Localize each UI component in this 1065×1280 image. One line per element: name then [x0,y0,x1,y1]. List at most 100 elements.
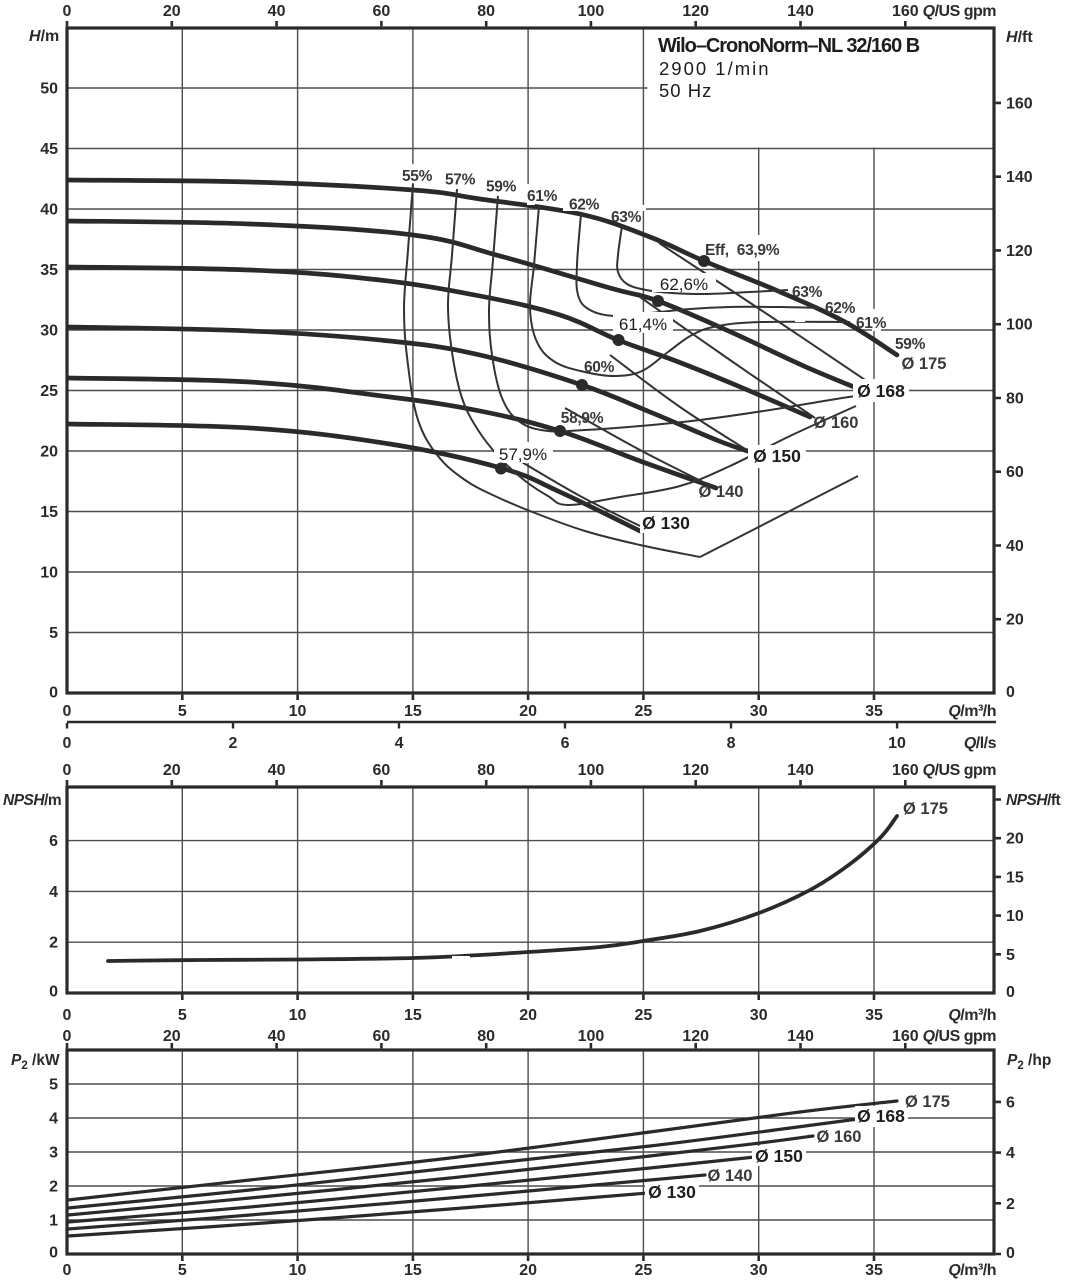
svg-text:45: 45 [40,141,58,158]
svg-text:40: 40 [40,202,58,219]
svg-text:50: 50 [40,81,58,98]
svg-text:Q/m³/h: Q/m³/h [948,703,996,720]
svg-text:15: 15 [404,703,422,720]
svg-text:100: 100 [1006,317,1033,334]
svg-text:20: 20 [163,762,181,779]
svg-text:NPSH/ft: NPSH/ft [1006,792,1061,809]
svg-text:4: 4 [49,1111,58,1128]
svg-text:20: 20 [519,1007,537,1024]
svg-text:0: 0 [49,984,58,1001]
svg-text:Ø 168: Ø 168 [857,1106,905,1126]
svg-text:25: 25 [635,1007,653,1024]
svg-text:0: 0 [49,685,58,702]
svg-text:35: 35 [865,1007,883,1024]
svg-text:H/ft: H/ft [1006,29,1033,46]
svg-text:Ø 168: Ø 168 [857,381,905,401]
svg-text:120: 120 [1006,243,1033,260]
svg-text:15: 15 [404,1007,422,1024]
svg-text:Eff, 63,9%: Eff, 63,9% [705,242,780,259]
svg-text:5: 5 [178,1262,187,1279]
svg-text:59%: 59% [895,336,926,353]
svg-text:10: 10 [1006,908,1024,925]
svg-text:H/m: H/m [29,28,59,45]
svg-text:140: 140 [1006,169,1033,186]
svg-text:15: 15 [404,1262,422,1279]
svg-text:59%: 59% [486,179,517,196]
svg-text:Ø 140: Ø 140 [708,1167,753,1185]
svg-text:10: 10 [289,1262,307,1279]
svg-text:20: 20 [40,444,58,461]
svg-text:35: 35 [865,703,883,720]
svg-text:50 Hz: 50 Hz [659,80,712,101]
svg-text:0: 0 [1006,684,1015,701]
svg-text:10: 10 [888,735,906,752]
svg-text:35: 35 [865,1262,883,1279]
svg-text:100: 100 [578,1028,605,1045]
svg-text:15: 15 [40,504,58,521]
svg-text:30: 30 [750,703,768,720]
svg-text:0: 0 [1006,984,1015,1001]
svg-text:140: 140 [787,1028,814,1045]
svg-text:160: 160 [892,762,919,779]
svg-text:20: 20 [1006,831,1024,848]
svg-text:0: 0 [63,3,72,20]
svg-text:25: 25 [40,383,58,400]
svg-text:30: 30 [750,1262,768,1279]
svg-text:20: 20 [163,1028,181,1045]
svg-text:40: 40 [268,762,286,779]
svg-text:25: 25 [635,1262,653,1279]
svg-text:61%: 61% [856,315,887,332]
svg-text:15: 15 [1006,869,1024,886]
svg-text:25: 25 [635,703,653,720]
svg-text:2: 2 [49,935,58,952]
svg-text:62%: 62% [825,300,856,317]
svg-text:40: 40 [268,3,286,20]
svg-text:160: 160 [892,1028,919,1045]
svg-text:2: 2 [229,735,238,752]
svg-text:Ø 150: Ø 150 [753,446,801,466]
svg-text:0: 0 [49,1245,58,1262]
svg-text:60: 60 [372,1028,390,1045]
svg-text:62%: 62% [569,197,600,214]
svg-text:Ø 130: Ø 130 [648,1182,696,1202]
svg-text:5: 5 [178,1007,187,1024]
svg-text:80: 80 [477,1028,495,1045]
svg-text:140: 140 [787,762,814,779]
svg-text:160: 160 [892,3,919,20]
svg-text:Ø 140: Ø 140 [699,483,744,501]
svg-text:40: 40 [268,1028,286,1045]
svg-text:61%: 61% [527,188,558,205]
svg-text:5: 5 [49,625,58,642]
svg-text:0: 0 [63,762,72,779]
svg-text:6: 6 [1006,1094,1015,1111]
svg-text:80: 80 [477,3,495,20]
svg-text:1: 1 [49,1213,58,1230]
svg-text:60: 60 [372,762,390,779]
svg-text:Ø 160: Ø 160 [814,414,859,432]
svg-text:Ø 130: Ø 130 [642,513,690,533]
svg-text:20: 20 [519,703,537,720]
svg-text:6: 6 [561,735,570,752]
svg-text:10: 10 [289,1007,307,1024]
svg-text:57%: 57% [445,172,476,189]
svg-text:5: 5 [178,703,187,720]
svg-text:6: 6 [49,833,58,850]
svg-text:140: 140 [787,3,814,20]
svg-text:62,6%: 62,6% [660,275,708,294]
svg-text:20: 20 [519,1262,537,1279]
svg-text:0: 0 [63,1028,72,1045]
svg-text:30: 30 [40,323,58,340]
svg-text:160: 160 [1006,95,1033,112]
svg-text:57,9%: 57,9% [499,445,547,464]
svg-text:30: 30 [750,1007,768,1024]
svg-text:Wilo–CronoNorm–NL 32/160 B: Wilo–CronoNorm–NL 32/160 B [658,35,920,57]
svg-text:Q/m³/h: Q/m³/h [948,1007,996,1024]
svg-text:120: 120 [682,1028,709,1045]
svg-text:55%: 55% [402,168,433,185]
svg-text:Ø 175: Ø 175 [905,1093,950,1111]
svg-text:5: 5 [49,1077,58,1094]
svg-text:0: 0 [63,1262,72,1279]
svg-text:Ø 175: Ø 175 [902,355,947,373]
svg-text:10: 10 [289,703,307,720]
svg-text:120: 120 [682,762,709,779]
